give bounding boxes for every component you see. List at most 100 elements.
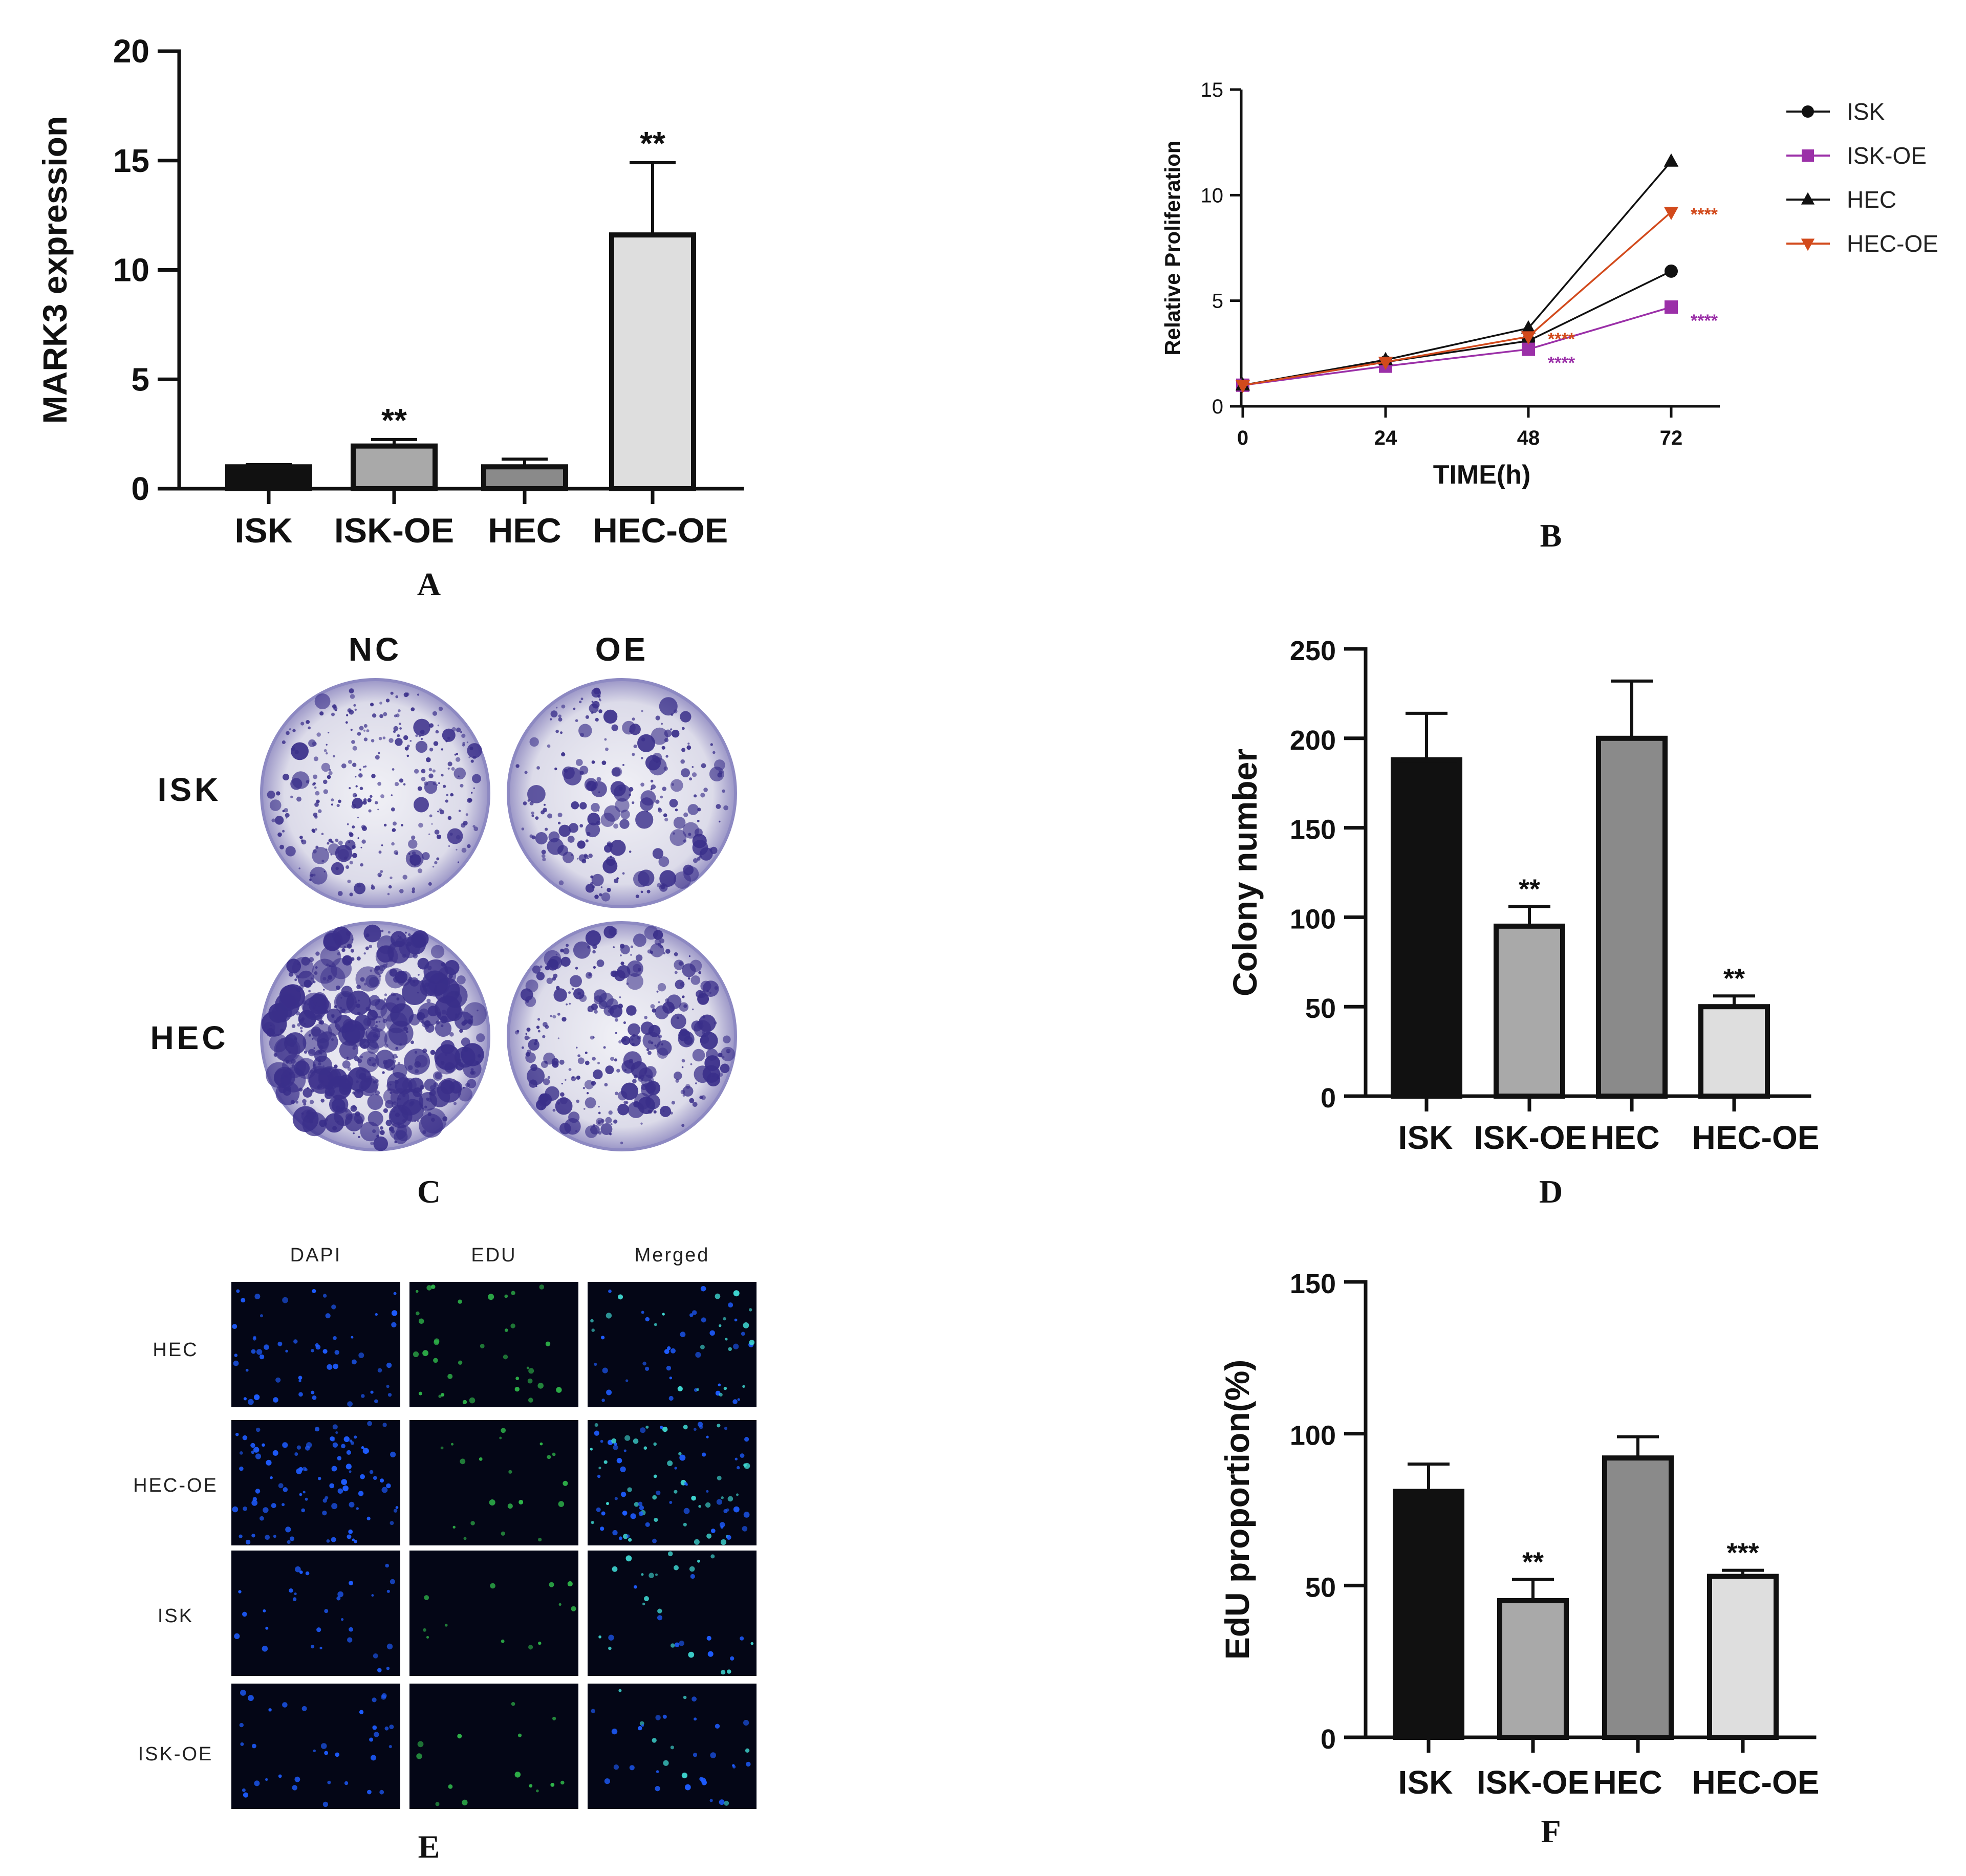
- legend-marker: [1802, 149, 1814, 162]
- cell-nucleus: [349, 1581, 353, 1585]
- bar-isk: [1391, 757, 1462, 1099]
- cell-nucleus: [654, 1323, 657, 1326]
- colony-dot: [363, 1044, 366, 1048]
- cell-nucleus: [668, 1395, 674, 1401]
- cell-nucleus: [242, 1435, 248, 1441]
- colony-dot: [465, 813, 468, 816]
- colony-dot: [654, 939, 661, 945]
- colony-dot: [359, 768, 361, 771]
- colony-dot: [527, 785, 546, 803]
- colony-dot: [432, 865, 435, 868]
- colony-dot: [473, 826, 479, 832]
- colony-dot: [598, 1122, 601, 1125]
- y-tick-label: 0: [131, 470, 149, 507]
- colony-dot: [395, 738, 403, 746]
- colony-dot: [573, 707, 576, 710]
- colony-dot: [683, 812, 688, 817]
- colony-dot: [461, 847, 467, 853]
- data-point-hec-oe: [1663, 206, 1679, 220]
- colony-dot: [370, 795, 373, 798]
- colony-dot: [363, 952, 366, 955]
- cell-nucleus: [319, 1646, 322, 1650]
- x-axis-label: TIME(h): [1433, 460, 1531, 490]
- cell-nucleus: [710, 1752, 716, 1758]
- cell-nucleus: [683, 1695, 687, 1699]
- colony-dot: [411, 707, 415, 711]
- colony-dot: [669, 829, 687, 846]
- cell-nucleus: [433, 1358, 438, 1363]
- colony-dot: [313, 774, 318, 779]
- colony-dot: [710, 743, 714, 746]
- cell-nucleus: [462, 1799, 468, 1806]
- colony-dot: [443, 984, 468, 1008]
- colony-dot: [421, 737, 423, 740]
- colony-dot: [596, 1118, 604, 1126]
- cell-nucleus: [243, 1792, 248, 1798]
- cell-nucleus: [710, 1554, 715, 1559]
- colony-dot: [551, 1058, 559, 1065]
- cell-nucleus: [386, 1385, 390, 1388]
- cell-nucleus: [324, 1609, 329, 1613]
- cell-nucleus: [372, 1725, 377, 1730]
- y-tick-label: 5: [1212, 290, 1223, 313]
- colony-dot: [683, 866, 699, 882]
- x-category-label: HEC: [488, 511, 561, 550]
- colony-dot: [313, 874, 316, 877]
- cell-nucleus: [504, 1294, 508, 1298]
- cell-nucleus: [256, 1349, 263, 1355]
- colony-dot: [316, 799, 320, 803]
- cell-nucleus: [702, 1452, 706, 1457]
- colony-dot: [408, 976, 413, 981]
- cell-nucleus: [501, 1531, 505, 1536]
- colony-dot: [545, 1024, 549, 1029]
- colony-dot: [604, 738, 607, 741]
- colony-dot: [311, 828, 315, 833]
- colony-dot: [347, 1067, 352, 1071]
- cell-nucleus: [611, 1728, 618, 1735]
- cell-nucleus: [305, 1497, 308, 1501]
- panel-label-e: E: [418, 1828, 440, 1865]
- cell-nucleus: [600, 1526, 604, 1531]
- cell-nucleus: [643, 1446, 647, 1450]
- edu-col-dapi: DAPI: [290, 1245, 342, 1266]
- colony-dot: [598, 709, 602, 713]
- legend-label: HEC-OE: [1847, 230, 1938, 257]
- colony-dot: [587, 813, 600, 825]
- colony-dot: [592, 885, 595, 889]
- cell-nucleus: [331, 1304, 336, 1310]
- colony-dot: [359, 726, 364, 731]
- colony-dot: [579, 701, 582, 704]
- cell-nucleus: [727, 1669, 731, 1674]
- colony-dot: [536, 972, 545, 980]
- cell-nucleus: [737, 1466, 740, 1470]
- legend-marker: [1802, 105, 1814, 118]
- colony-dot: [381, 929, 384, 932]
- colony-dot: [292, 729, 296, 732]
- colony-dot: [351, 740, 355, 744]
- colony-dot: [554, 767, 557, 771]
- cell-nucleus: [657, 1608, 662, 1613]
- colony-dot: [550, 1015, 553, 1017]
- cell-nucleus: [242, 1788, 246, 1792]
- cell-nucleus: [552, 1452, 556, 1456]
- colony-dot: [568, 1068, 572, 1071]
- colony-dot: [402, 953, 406, 958]
- cell-nucleus: [285, 1526, 291, 1533]
- colony-dot: [365, 974, 379, 988]
- cell-nucleus: [694, 1539, 700, 1545]
- colony-dot: [614, 878, 619, 883]
- colony-dot: [720, 1046, 735, 1061]
- colony-dot: [560, 731, 563, 734]
- cell-nucleus: [239, 1466, 244, 1471]
- colony-dot: [584, 1080, 594, 1089]
- colony-dot: [719, 820, 721, 823]
- colony-dot: [591, 874, 604, 886]
- cell-nucleus: [263, 1507, 269, 1513]
- colony-dot: [462, 741, 465, 745]
- colony-dot: [360, 1121, 380, 1142]
- colony-dot: [395, 971, 408, 984]
- cell-nucleus: [346, 1450, 352, 1455]
- colony-dot: [387, 931, 391, 934]
- colony-dot: [271, 818, 275, 822]
- colony-dot: [383, 1088, 399, 1104]
